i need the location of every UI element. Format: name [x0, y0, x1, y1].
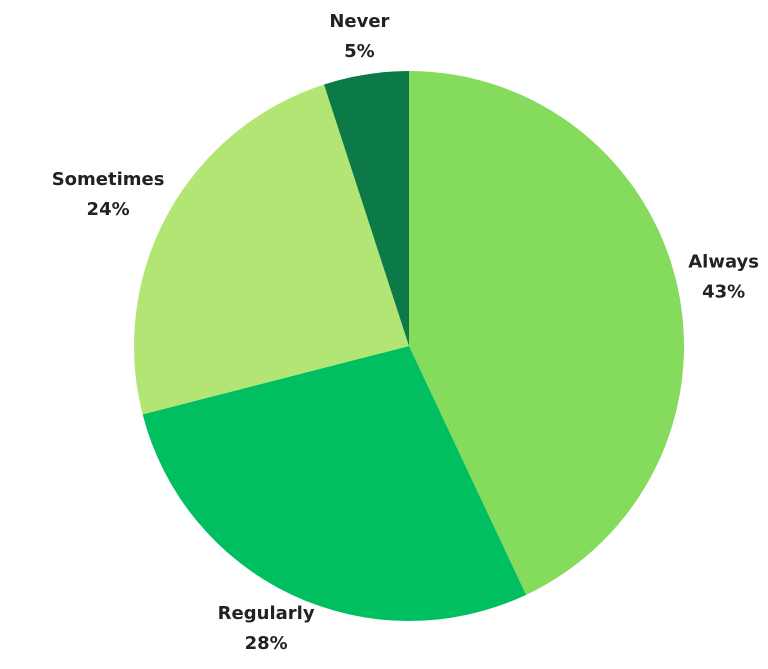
slice-label: Regularly 28% — [218, 603, 315, 654]
category-label: Sometimes — [52, 169, 165, 190]
category-label: Never — [329, 11, 389, 32]
slice-label: Always 43% — [688, 252, 759, 303]
slice-label: Never 5% — [329, 11, 389, 62]
category-label: Regularly — [218, 603, 315, 624]
pie-slice — [142, 346, 527, 621]
pie-slice — [409, 71, 684, 595]
pie-slice — [133, 84, 409, 415]
pie-slice — [324, 71, 409, 346]
value-label: 5% — [344, 41, 375, 62]
slice-label: Sometimes 24% — [52, 169, 165, 220]
category-label: Always — [688, 252, 759, 273]
value-label: 43% — [702, 282, 745, 303]
value-label: 24% — [87, 199, 130, 220]
value-label: 28% — [245, 633, 288, 654]
